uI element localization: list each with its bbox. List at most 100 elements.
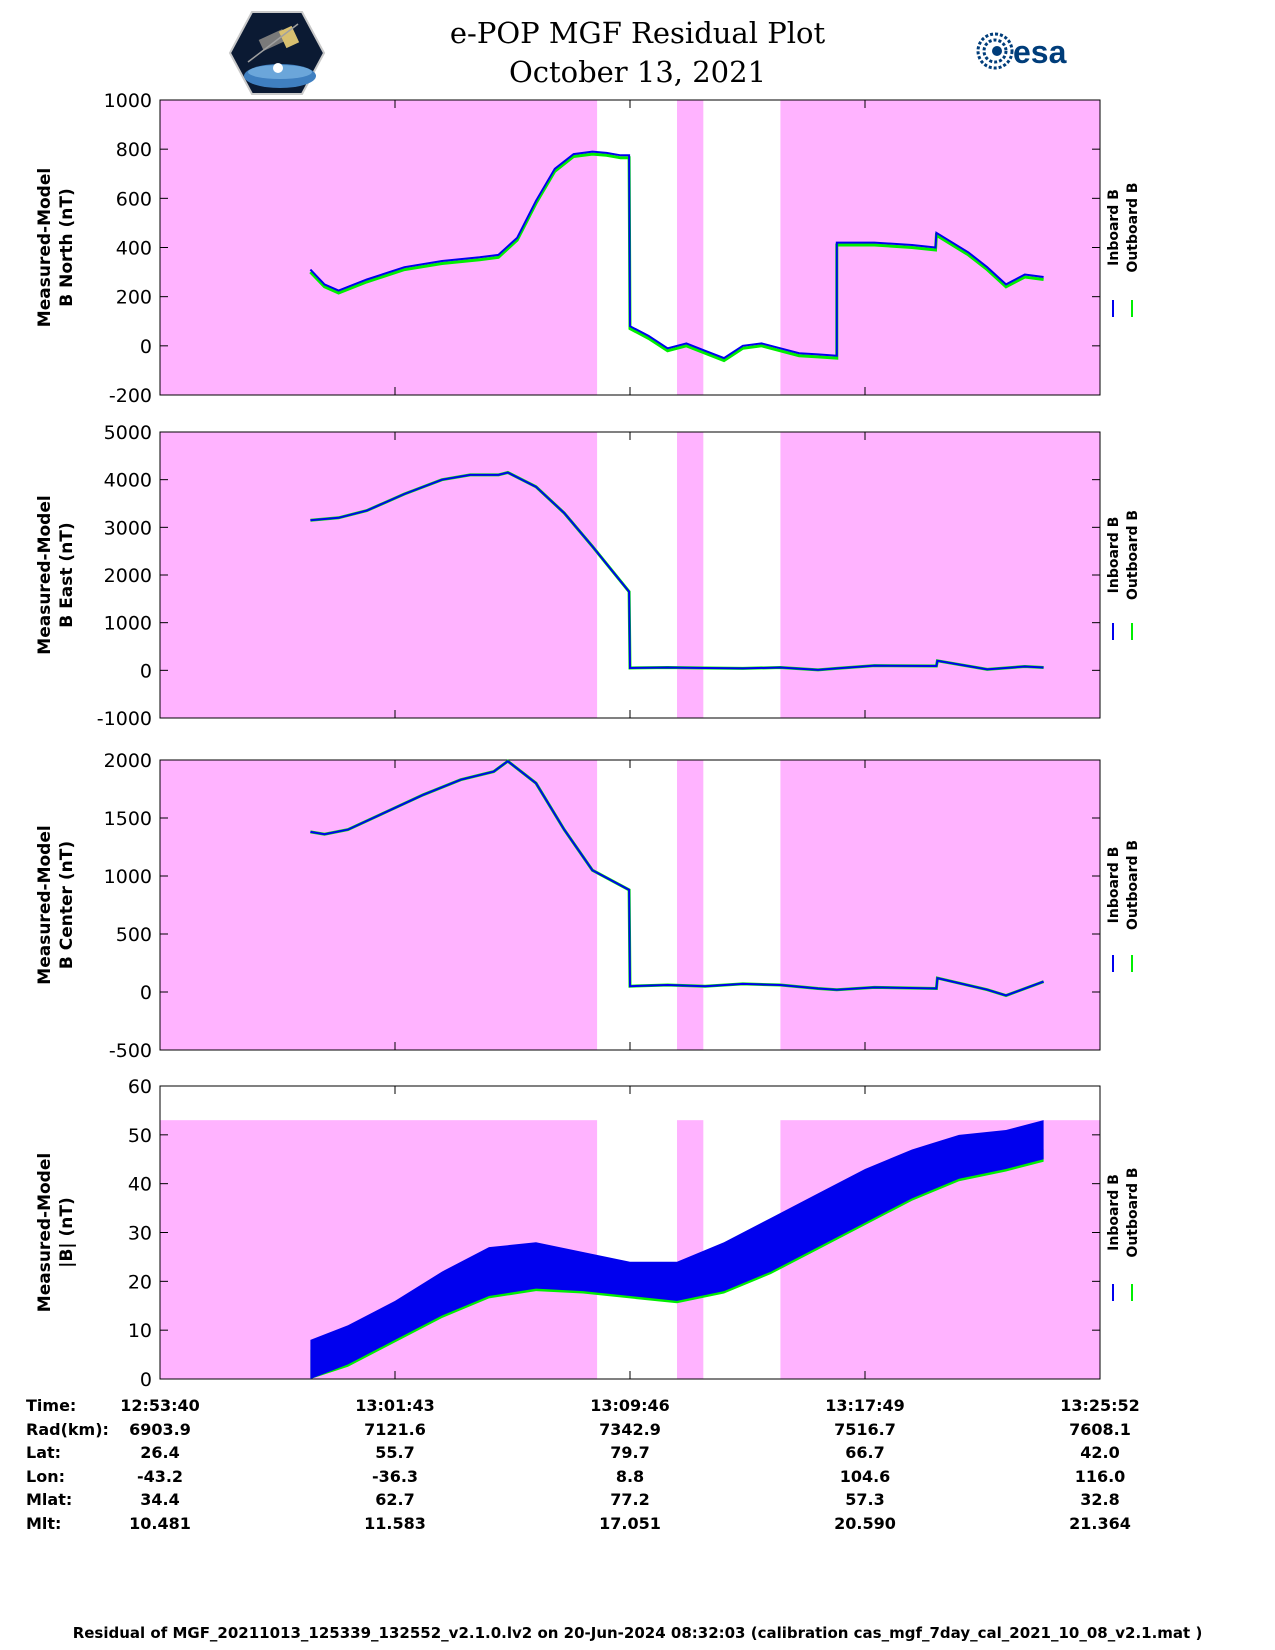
orbit-value-mlt: 10.481 [129,1514,191,1533]
y-tick-label: -1000 [97,708,152,730]
legend-label: Inboard B [1106,189,1122,266]
orbit-value-mlt: 11.583 [364,1514,426,1533]
orbit-value-lon: 104.6 [839,1467,891,1486]
shaded-region [160,432,598,718]
y-axis-label: B East (nT) [57,522,77,627]
y-axis-label: Measured-Model [35,168,55,327]
series-inboard-line [310,759,1044,997]
y-tick-label: 60 [128,1076,152,1098]
y-axis-label: Measured-Model [35,825,55,984]
shaded-region [677,432,704,718]
series-outboard-line [309,152,1044,363]
orbit-value-time: 12:53:40 [120,1396,200,1415]
orbit-value-rad: 7121.6 [364,1420,426,1439]
orbit-value-rad: 7342.9 [599,1420,661,1439]
orbit-value-rad: 6903.9 [129,1420,191,1439]
y-tick-label: 400 [116,238,152,260]
y-axis-label: Measured-Model [35,1153,55,1312]
shaded-region [677,1120,704,1379]
chart-date: October 13, 2021 [508,55,767,89]
orbit-row-label: Rad(km): [26,1420,109,1439]
cassiope-logo [228,11,326,95]
y-axis-label: B Center (nT) [57,841,77,969]
shaded-region [160,100,598,395]
orbit-row-label: Lat: [26,1443,62,1462]
orbit-value-mlat: 57.3 [845,1490,885,1509]
series-inboard-band [310,1120,1044,1379]
y-tick-label: 1000 [104,90,152,112]
esa-logo-text: esa [1013,34,1067,70]
orbit-value-rad: 7516.7 [834,1420,896,1439]
y-tick-label: 3000 [104,517,152,539]
legend-label: Outboard B [1125,510,1141,600]
y-tick-label: 4000 [104,470,152,492]
legend-label: Inboard B [1106,517,1122,594]
orbit-row-label: Time: [26,1396,77,1415]
shaded-region [780,100,1100,395]
orbit-value-lon: 8.8 [615,1467,645,1486]
orbit-value-mlt: 17.051 [599,1514,661,1533]
chart-title: e-POP MGF Residual Plot [449,16,826,50]
y-tick-label: 500 [116,924,152,946]
shaded-region [160,760,598,1050]
y-tick-label: 200 [116,287,152,309]
shaded-region [780,760,1100,1050]
esa-logo: esa [976,32,1067,70]
orbit-value-mlat: 34.4 [140,1490,180,1509]
y-tick-label: 2000 [104,750,152,772]
orbit-value-lat: 79.7 [610,1443,650,1462]
orbit-row-label: Mlt: [26,1514,62,1533]
y-tick-label: 30 [128,1223,152,1245]
shaded-region [780,432,1100,718]
y-tick-label: 10 [128,1320,152,1342]
orbit-value-time: 13:25:52 [1060,1396,1140,1415]
y-tick-label: 600 [116,188,152,210]
y-tick-label: -500 [109,1040,152,1062]
orbit-value-lat: 66.7 [845,1443,885,1462]
legend-label: Outboard B [1125,182,1141,272]
y-tick-label: -200 [109,385,152,407]
y-tick-label: 2000 [104,565,152,587]
y-tick-label: 0 [140,336,152,358]
y-tick-label: 0 [140,1369,152,1391]
orbit-value-lon: -36.3 [371,1467,419,1486]
y-axis-label: |B| (nT) [57,1197,77,1268]
y-tick-label: 1500 [104,808,152,830]
orbit-value-mlat: 32.8 [1080,1490,1120,1509]
legend-label: Inboard B [1106,1174,1122,1251]
y-axis-label: Measured-Model [35,495,55,654]
orbit-row-label: Mlat: [26,1490,73,1509]
y-tick-label: 0 [140,982,152,1004]
orbit-value-lon: 116.0 [1074,1467,1126,1486]
y-tick-label: 1000 [104,866,152,888]
orbit-value-rad: 7608.1 [1069,1420,1131,1439]
orbit-value-mlt: 21.364 [1069,1514,1131,1533]
orbit-value-mlat: 62.7 [375,1490,415,1509]
orbit-value-lon: -43.2 [136,1467,184,1486]
series-inboard-line [310,471,1044,671]
y-axis-label: B North (nT) [57,188,77,307]
series-inboard-line [309,150,1044,360]
legend-label: Inboard B [1106,847,1122,924]
orbit-value-time: 13:09:46 [590,1396,670,1415]
y-tick-label: 800 [116,139,152,161]
orbit-value-lat: 55.7 [375,1443,415,1462]
y-tick-label: 1000 [104,613,152,635]
y-tick-label: 50 [128,1125,152,1147]
footer-caption: Residual of MGF_20211013_125339_132552_v… [72,1624,1203,1642]
orbit-row-label: Lon: [26,1467,65,1486]
orbit-value-mlt: 20.590 [834,1514,896,1533]
orbit-value-time: 13:17:49 [825,1396,905,1415]
orbit-value-time: 13:01:43 [355,1396,435,1415]
legend-label: Outboard B [1125,840,1141,930]
legend-label: Outboard B [1125,1167,1141,1257]
orbit-value-mlat: 77.2 [610,1490,650,1509]
y-tick-label: 0 [140,660,152,682]
y-tick-label: 40 [128,1174,152,1196]
orbit-value-lat: 26.4 [140,1443,180,1462]
y-tick-label: 5000 [104,422,152,444]
shaded-region [677,760,704,1050]
y-tick-label: 20 [128,1271,152,1293]
orbit-value-lat: 42.0 [1080,1443,1120,1462]
